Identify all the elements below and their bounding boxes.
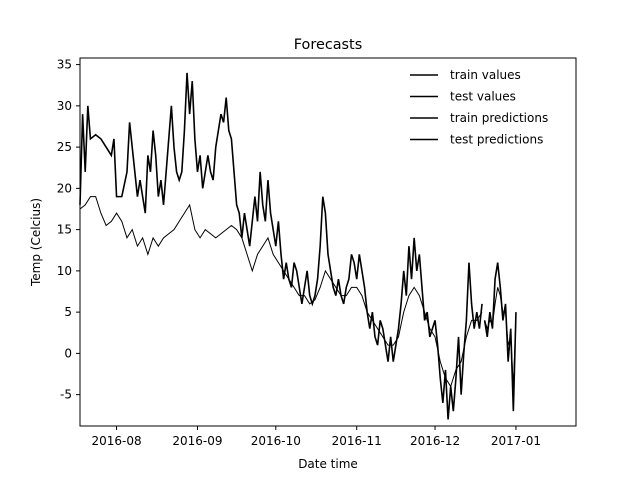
y-tick-label: -5: [60, 388, 72, 402]
y-axis-ticks: -5 0 5 10 15 20 25 30 35: [57, 58, 80, 402]
x-tick-label: 2016-08: [91, 434, 141, 448]
y-tick-label: 30: [57, 99, 72, 113]
legend-label: train values: [450, 68, 521, 82]
legend: train values test values train predictions…: [410, 68, 548, 147]
series-line-test-predictions: [484, 287, 517, 387]
y-tick-label: 25: [57, 140, 72, 154]
legend-label: test predictions: [450, 133, 543, 147]
y-tick-label: 10: [57, 264, 72, 278]
x-tick-label: 2016-11: [332, 434, 382, 448]
plot-area-frame: [79, 57, 577, 427]
y-tick-label: 20: [57, 181, 72, 195]
x-tick-label: 2016-12: [410, 434, 460, 448]
series-line-train-predictions: [79, 196, 483, 388]
legend-label: train predictions: [450, 111, 548, 125]
y-tick-label: 0: [64, 346, 72, 360]
y-axis-label: Temp (Celcius): [29, 198, 43, 287]
x-axis-ticks: 2016-08 2016-09 2016-10 2016-11 2016-12 2017-…: [91, 426, 541, 448]
x-tick-label: 2016-10: [251, 434, 301, 448]
plot-lines: [79, 72, 517, 420]
series-line-test-values: [483, 262, 517, 412]
chart-title: Forecasts: [294, 37, 362, 53]
legend-label: test values: [450, 90, 516, 104]
y-tick-label: 35: [57, 58, 72, 72]
series-line-train-values: [79, 72, 483, 420]
y-tick-label: 5: [64, 305, 72, 319]
y-tick-label: 15: [57, 223, 72, 237]
x-tick-label: 2017-01: [491, 434, 541, 448]
x-tick-label: 2016-09: [172, 434, 222, 448]
x-axis-label: Date time: [298, 457, 358, 471]
